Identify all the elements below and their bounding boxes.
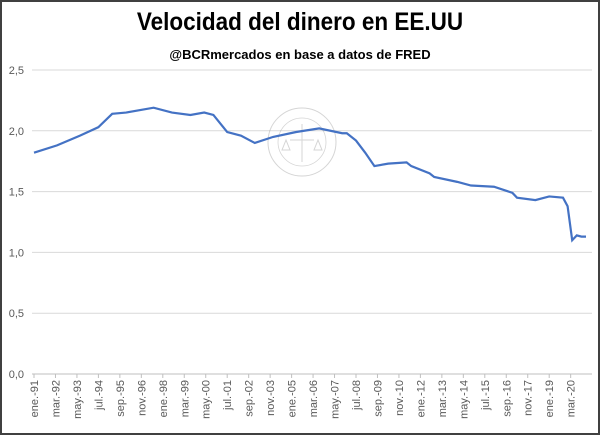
x-tick-label: may.-93 [72, 380, 84, 419]
x-tick-label: ene.-91 [29, 380, 41, 417]
x-tick-label: sep.-95 [115, 380, 127, 417]
x-tick-label: may.-00 [201, 380, 213, 419]
watermark-seal [267, 107, 337, 177]
x-tick-label: sep.-02 [244, 380, 256, 417]
x-tick-label: ene.-98 [158, 380, 170, 417]
x-tick-label: jul.-01 [222, 380, 234, 411]
x-tick-label: may.-14 [458, 380, 470, 419]
y-tick-label: 1,5 [9, 187, 24, 199]
chart-title: Velocidad del dinero en EE.UU [136, 8, 464, 36]
x-tick-label: nov.-96 [136, 380, 148, 416]
chart-subtitle: @BCRmercados en base a datos de FRED [169, 47, 431, 62]
x-tick-label: nov.-10 [394, 380, 406, 416]
x-tick-label: sep.-16 [501, 380, 513, 417]
x-tick-label: nov.-03 [265, 380, 277, 416]
x-tick-label: nov.-17 [523, 380, 535, 416]
x-tick-label: jul.-94 [93, 380, 105, 411]
y-tick-label: 2,5 [9, 65, 24, 77]
x-tick-label: mar.-13 [437, 380, 449, 417]
x-tick-label: mar.-06 [308, 380, 320, 417]
x-tick-label: jul.-15 [480, 380, 492, 411]
x-tick-label: mar.-20 [566, 380, 578, 417]
x-tick-label: ene.-19 [544, 380, 556, 417]
y-tick-label: 0,5 [9, 308, 24, 320]
x-tick-label: ene.-05 [287, 380, 299, 417]
y-tick-label: 1,0 [9, 247, 24, 259]
x-tick-label: sep.-09 [372, 380, 384, 417]
series-line [33, 106, 586, 243]
y-tick-label: 2,0 [9, 126, 24, 138]
y-tick-label: 0,0 [9, 369, 24, 381]
x-tick-label: ene.-12 [415, 380, 427, 417]
x-tick-label: jul.-08 [351, 380, 363, 411]
x-tick-label: mar.-92 [50, 380, 62, 417]
x-tick-label: mar.-99 [179, 380, 191, 417]
x-tick-label: may.-07 [330, 380, 342, 419]
